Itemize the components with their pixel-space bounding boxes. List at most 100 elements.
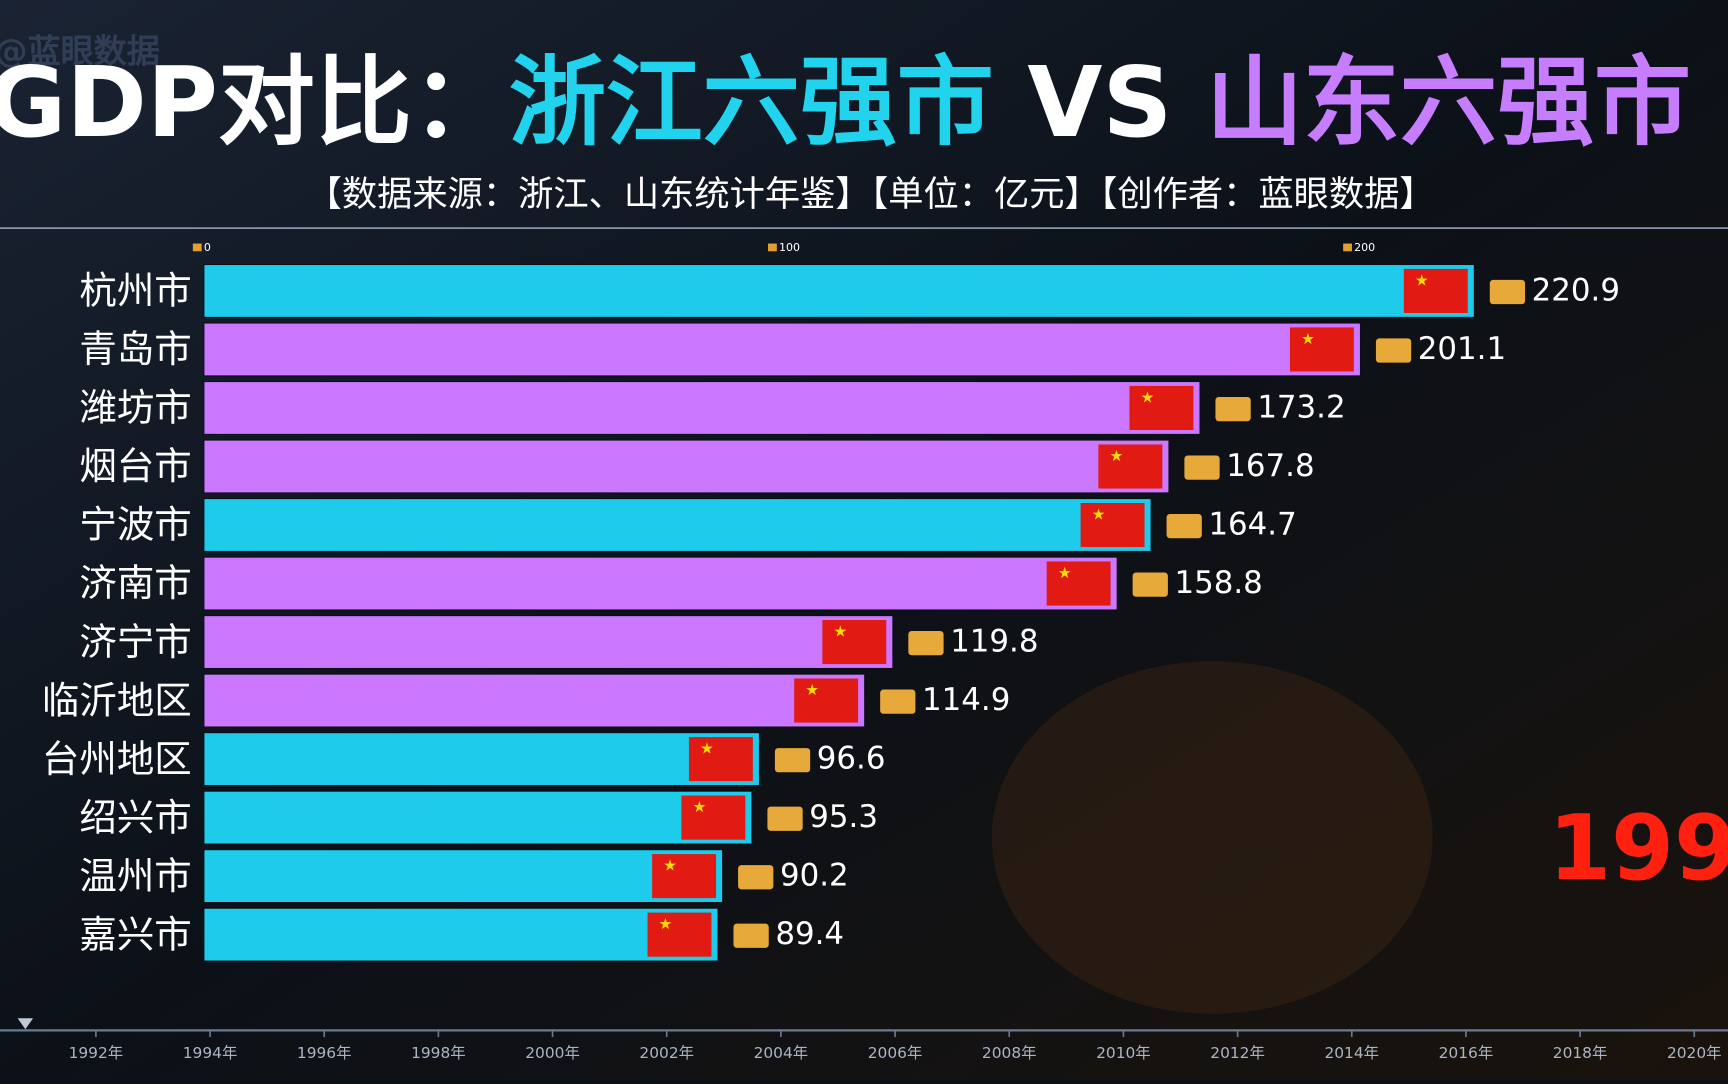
- value-label: 90.2: [780, 858, 849, 894]
- timeline-label: 2010年: [1096, 1044, 1151, 1062]
- value-icon: [767, 806, 803, 831]
- timeline-label: 1994年: [183, 1044, 238, 1062]
- bar: [203, 498, 1152, 553]
- bar: [203, 263, 1475, 318]
- timeline-label: 2002年: [639, 1044, 694, 1062]
- value-icon: [908, 631, 944, 656]
- timeline-label: 2004年: [754, 1044, 809, 1062]
- timeline-pointer: [17, 1018, 34, 1030]
- value-icon: [1132, 572, 1168, 597]
- timeline-label: 1992年: [69, 1044, 124, 1062]
- timeline-label: 2016年: [1439, 1044, 1494, 1062]
- value-icon: [738, 865, 774, 890]
- timeline-label: 2014年: [1324, 1044, 1379, 1062]
- y-tick-label: 宁波市: [79, 503, 191, 547]
- flag-star: ★: [1092, 506, 1106, 524]
- value-label: 173.2: [1257, 390, 1345, 426]
- value-label: 119.8: [950, 624, 1038, 660]
- bar: [203, 732, 761, 787]
- y-tick-label: 嘉兴市: [79, 912, 191, 956]
- x-tick-label: 0: [204, 241, 211, 254]
- year-label: 1990年: [1548, 796, 1728, 901]
- flag: [1080, 502, 1145, 548]
- flag-star: ★: [1301, 330, 1315, 348]
- y-tick-label: 绍兴市: [79, 795, 191, 839]
- flag-star: ★: [700, 740, 714, 758]
- value-icon: [1489, 279, 1526, 305]
- flag: [647, 912, 712, 957]
- value-label: 167.8: [1226, 448, 1314, 484]
- timeline-label: 1996年: [297, 1044, 352, 1062]
- y-tick-label: 济南市: [79, 561, 191, 605]
- flag-star: ★: [1058, 564, 1072, 582]
- timeline-label: 2012年: [1210, 1044, 1265, 1062]
- background-boat: [991, 661, 1433, 1014]
- flag: [1046, 561, 1111, 606]
- bar: [203, 907, 719, 962]
- bar: [203, 322, 1362, 377]
- flag-star: ★: [659, 915, 673, 933]
- bar: [203, 673, 866, 728]
- flag: [681, 795, 746, 840]
- flag-star: ★: [663, 857, 677, 875]
- tick-icon: [192, 243, 202, 252]
- y-tick-label: 潍坊市: [79, 386, 191, 430]
- flag-star: ★: [1109, 447, 1123, 465]
- value-icon: [1184, 455, 1220, 480]
- value-label: 164.7: [1208, 507, 1296, 543]
- value-icon: [1215, 396, 1251, 422]
- tick-icon: [1343, 243, 1352, 252]
- subtitle: 【数据来源：浙江、山东统计年鉴】【单位：亿元】【创作者：蓝眼数据】: [307, 174, 1435, 215]
- y-tick-label: 台州地区: [42, 737, 192, 781]
- value-label: 201.1: [1418, 331, 1506, 367]
- flag-star: ★: [1141, 389, 1155, 407]
- bar: [203, 380, 1201, 435]
- watermark: @蓝眼数据: [0, 31, 160, 70]
- timeline-label: 2006年: [868, 1044, 923, 1062]
- value-label: 114.9: [922, 682, 1010, 718]
- tick-icon: [767, 243, 777, 252]
- x-tick-label: 200: [1354, 241, 1375, 254]
- y-tick-label: 青岛市: [79, 327, 191, 371]
- value-label: 95.3: [809, 799, 878, 835]
- bar: [203, 849, 724, 904]
- value-icon: [880, 689, 916, 714]
- bar: [203, 790, 753, 845]
- flag: [1289, 327, 1354, 372]
- title-part: GDP对比：: [0, 47, 509, 160]
- timeline-label: 1998年: [411, 1044, 466, 1062]
- y-tick-label: 临沂地区: [42, 678, 192, 722]
- value-label: 96.6: [817, 741, 886, 777]
- value-label: 220.9: [1532, 273, 1620, 309]
- title-part: 浙江六强市: [509, 47, 994, 160]
- bar: [203, 439, 1170, 494]
- flag-star: ★: [1415, 272, 1429, 290]
- flag: [652, 854, 717, 899]
- flag: [1098, 444, 1163, 489]
- value-icon: [1375, 338, 1412, 363]
- y-tick-label: 济宁市: [79, 620, 191, 664]
- flag-star: ★: [833, 623, 847, 641]
- timeline-label: 2020年: [1667, 1044, 1722, 1062]
- title-part: 山东六强市: [1206, 47, 1691, 160]
- value-icon: [1166, 513, 1202, 539]
- bar: [203, 556, 1118, 611]
- title-part: VS: [994, 47, 1206, 160]
- flag: [1403, 268, 1468, 313]
- y-tick-label: 温州市: [79, 854, 191, 898]
- flag: [1129, 385, 1194, 431]
- value-label: 158.8: [1175, 565, 1263, 601]
- flag: [688, 737, 753, 782]
- flag: [822, 620, 887, 665]
- y-tick-label: 烟台市: [79, 444, 191, 488]
- chart-title: GDP对比：浙江六强市 VS 山东六强市: [0, 47, 1691, 160]
- flag-star: ★: [805, 681, 819, 699]
- flag: [794, 678, 859, 723]
- bar: [203, 615, 894, 670]
- x-tick-label: 100: [779, 241, 800, 254]
- timeline-label: 2018年: [1553, 1044, 1608, 1062]
- y-tick-label: 杭州市: [79, 269, 191, 313]
- timeline-label: 2008年: [982, 1044, 1037, 1062]
